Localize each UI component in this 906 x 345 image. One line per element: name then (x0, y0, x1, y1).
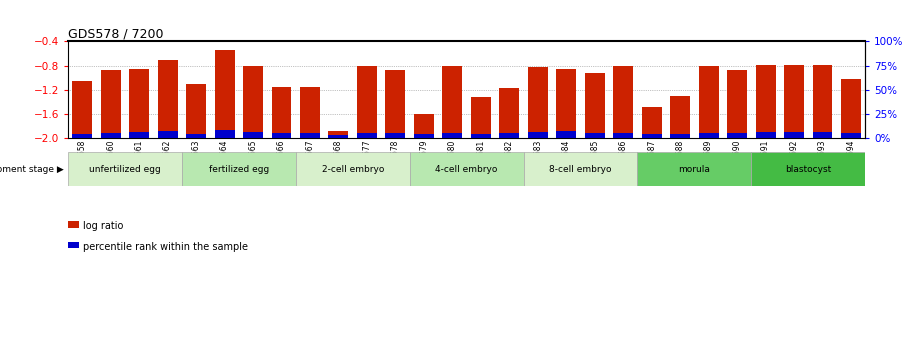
Bar (130, 132, 149, 138)
Bar (699, 133, 718, 138)
Bar (385, 133, 405, 138)
Bar (728, 70, 747, 138)
Bar (670, 134, 690, 138)
Bar (556, 131, 576, 138)
Bar (186, 134, 206, 138)
Text: 4-cell embryo: 4-cell embryo (436, 165, 497, 174)
Bar (556, 69, 576, 138)
Text: blastocyst: blastocyst (786, 165, 832, 174)
Bar (699, 66, 718, 138)
Bar (670, 96, 690, 138)
Bar (813, 132, 833, 138)
Bar (841, 133, 861, 138)
Bar (329, 135, 349, 138)
Bar (613, 66, 633, 138)
Text: morula: morula (679, 165, 710, 174)
Text: development stage ▶: development stage ▶ (0, 165, 63, 174)
Bar (442, 133, 462, 138)
Bar (728, 133, 747, 138)
Bar (442, 66, 462, 138)
Bar (756, 65, 776, 138)
Bar (414, 134, 434, 138)
Bar (300, 133, 320, 138)
Text: 8-cell embryo: 8-cell embryo (549, 165, 612, 174)
Bar (300, 87, 320, 138)
Bar (295, 152, 410, 186)
Bar (72, 81, 92, 138)
Bar (68, 152, 182, 186)
Bar (182, 152, 295, 186)
Bar (841, 79, 861, 138)
Bar (186, 84, 206, 138)
Bar (471, 134, 491, 138)
Bar (357, 133, 377, 138)
Bar (756, 132, 776, 138)
Bar (243, 132, 263, 138)
Bar (72, 134, 92, 138)
Bar (499, 89, 519, 138)
Bar (410, 152, 524, 186)
Bar (528, 132, 548, 138)
Bar (584, 133, 604, 138)
Bar (130, 69, 149, 138)
Bar (158, 59, 178, 138)
Bar (524, 152, 638, 186)
Bar (158, 131, 178, 138)
Bar (499, 133, 519, 138)
Text: percentile rank within the sample: percentile rank within the sample (83, 242, 248, 252)
Bar (414, 114, 434, 138)
Bar (471, 97, 491, 138)
Bar (385, 70, 405, 138)
Bar (584, 73, 604, 138)
Bar (784, 65, 804, 138)
Bar (101, 133, 120, 138)
Bar (101, 70, 120, 138)
Bar (357, 66, 377, 138)
Text: log ratio: log ratio (83, 221, 124, 231)
Bar (215, 50, 235, 138)
Bar (528, 67, 548, 138)
Text: unfertilized egg: unfertilized egg (89, 165, 160, 174)
Bar (272, 133, 292, 138)
Text: 2-cell embryo: 2-cell embryo (322, 165, 384, 174)
Bar (329, 131, 349, 138)
Text: GDS578 / 7200: GDS578 / 7200 (68, 27, 163, 40)
Bar (215, 130, 235, 138)
Bar (784, 132, 804, 138)
Bar (813, 65, 833, 138)
Bar (272, 87, 292, 138)
Bar (613, 133, 633, 138)
Bar (641, 107, 661, 138)
Bar (243, 66, 263, 138)
Bar (641, 134, 661, 138)
Bar (751, 152, 865, 186)
Bar (638, 152, 751, 186)
Text: fertilized egg: fertilized egg (208, 165, 269, 174)
